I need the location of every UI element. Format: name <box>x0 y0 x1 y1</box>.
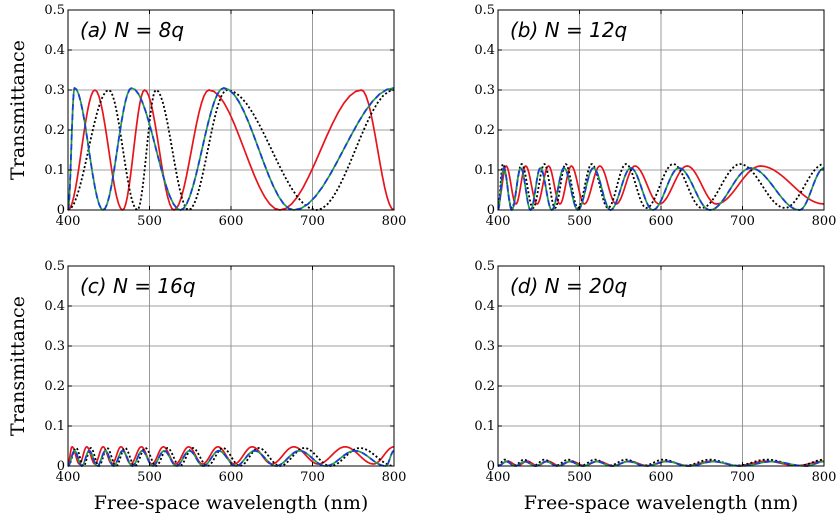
y-tick-label: 0.5 <box>44 259 65 274</box>
y-tick-label: 0.3 <box>474 83 495 98</box>
y-axis-label: Transmittance <box>7 296 29 436</box>
x-tick-label: 700 <box>730 214 755 229</box>
y-tick-label: 0.4 <box>474 43 495 58</box>
series-line-black <box>67 447 395 467</box>
y-tick-label: 0.1 <box>44 419 65 434</box>
x-tick-label: 500 <box>567 214 592 229</box>
panel-3: 400 500 600 700 800 0 0.1 0.2 0.3 0.4 0.5 (c) N = 1… <box>7 259 406 514</box>
x-tick-label: 700 <box>300 214 325 229</box>
panel-4: 400 500 600 700 800 0 0.1 0.2 0.3 0.4 0.5 (d) N = 2… <box>474 259 836 514</box>
y-tick-label: 0.2 <box>474 123 495 138</box>
x-tick-label: 600 <box>649 214 674 229</box>
series-line-blue <box>67 449 395 467</box>
x-tick-label: 600 <box>219 470 244 485</box>
x-tick-label: 400 <box>56 470 81 485</box>
y-tick-label: 0.2 <box>44 379 65 394</box>
y-tick-label: 0.2 <box>474 379 495 394</box>
x-tick-label: 500 <box>137 470 162 485</box>
y-tick-label: 0.3 <box>474 339 495 354</box>
series-line-black <box>67 89 395 211</box>
y-tick-label: 0.5 <box>474 259 495 274</box>
series-line-black <box>497 163 825 209</box>
panel-title: (c) N = 16q <box>80 274 196 298</box>
panel-title: (a) N = 8q <box>80 18 184 42</box>
x-tick-label: 800 <box>382 470 407 485</box>
x-tick-label: 700 <box>730 470 755 485</box>
y-tick-label: 0 <box>57 203 65 218</box>
panel-2: 400 500 600 700 800 0 0.1 0.2 0.3 0.4 0.5 (b) N = 1… <box>474 3 836 229</box>
y-axis-label: Transmittance <box>7 40 29 180</box>
x-tick-label: 500 <box>567 470 592 485</box>
y-tick-label: 0 <box>487 203 495 218</box>
panel-title: (b) N = 12q <box>510 18 627 42</box>
y-tick-label: 0.3 <box>44 83 65 98</box>
x-axis-label: Free-space wavelength (nm) <box>94 492 369 514</box>
x-tick-label: 600 <box>219 214 244 229</box>
x-axis-label: Free-space wavelength (nm) <box>524 492 799 514</box>
y-tick-label: 0.5 <box>474 3 495 18</box>
y-tick-label: 0.3 <box>44 339 65 354</box>
x-tick-label: 800 <box>382 214 407 229</box>
panel-1: 400 500 600 700 800 0 0.1 0.2 0.3 0.4 0.5 (a) N = 8… <box>7 3 406 229</box>
x-tick-label: 400 <box>56 214 81 229</box>
y-tick-label: 0.4 <box>44 43 65 58</box>
y-tick-label: 0.4 <box>44 299 65 314</box>
series-line-blue <box>497 167 825 211</box>
series-line-red <box>497 165 825 205</box>
panel-title: (d) N = 20q <box>510 274 627 298</box>
series-line-blue <box>67 87 395 211</box>
x-tick-label: 800 <box>812 214 837 229</box>
y-tick-label: 0.5 <box>44 3 65 18</box>
y-tick-label: 0.4 <box>474 299 495 314</box>
y-tick-label: 0 <box>487 459 495 474</box>
x-tick-label: 400 <box>486 470 511 485</box>
x-tick-label: 400 <box>486 214 511 229</box>
y-tick-label: 0 <box>57 459 65 474</box>
x-tick-label: 700 <box>300 470 325 485</box>
x-tick-label: 600 <box>649 470 674 485</box>
y-tick-label: 0.1 <box>474 419 495 434</box>
y-tick-label: 0.2 <box>44 123 65 138</box>
x-tick-label: 500 <box>137 214 162 229</box>
y-tick-label: 0.1 <box>44 163 65 178</box>
y-tick-label: 0.1 <box>474 163 495 178</box>
x-tick-label: 800 <box>812 470 837 485</box>
